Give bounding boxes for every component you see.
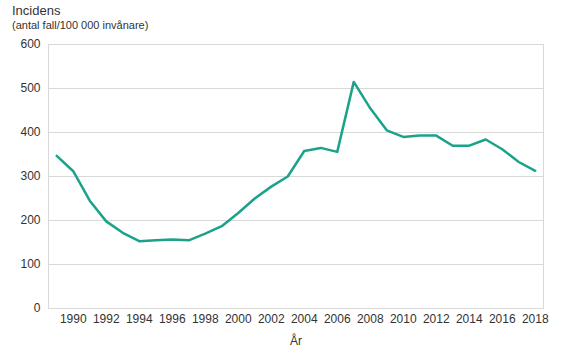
svg-text:200: 200 bbox=[20, 213, 40, 227]
svg-text:0: 0 bbox=[34, 301, 41, 315]
svg-text:1992: 1992 bbox=[93, 312, 120, 326]
svg-text:År: År bbox=[290, 332, 302, 347]
svg-text:2010: 2010 bbox=[390, 312, 417, 326]
svg-text:2002: 2002 bbox=[258, 312, 285, 326]
svg-text:300: 300 bbox=[20, 169, 40, 183]
svg-text:100: 100 bbox=[20, 257, 40, 271]
svg-text:600: 600 bbox=[20, 37, 40, 51]
svg-text:500: 500 bbox=[20, 81, 40, 95]
svg-text:1998: 1998 bbox=[192, 312, 219, 326]
svg-text:1996: 1996 bbox=[159, 312, 186, 326]
svg-text:2012: 2012 bbox=[423, 312, 450, 326]
svg-text:2000: 2000 bbox=[225, 312, 252, 326]
svg-text:2018: 2018 bbox=[522, 312, 549, 326]
svg-text:400: 400 bbox=[20, 125, 40, 139]
svg-text:2008: 2008 bbox=[357, 312, 384, 326]
svg-text:2014: 2014 bbox=[456, 312, 483, 326]
html-text:(antal fall/100 000 invånare): (antal fall/100 000 invånare) bbox=[12, 18, 149, 31]
html-text:Incidens: Incidens bbox=[12, 3, 61, 18]
svg-text:2004: 2004 bbox=[291, 312, 318, 326]
svg-text:1994: 1994 bbox=[126, 312, 153, 326]
svg-text:1990: 1990 bbox=[60, 312, 87, 326]
svg-text:2016: 2016 bbox=[489, 312, 516, 326]
svg-text:2006: 2006 bbox=[324, 312, 351, 326]
